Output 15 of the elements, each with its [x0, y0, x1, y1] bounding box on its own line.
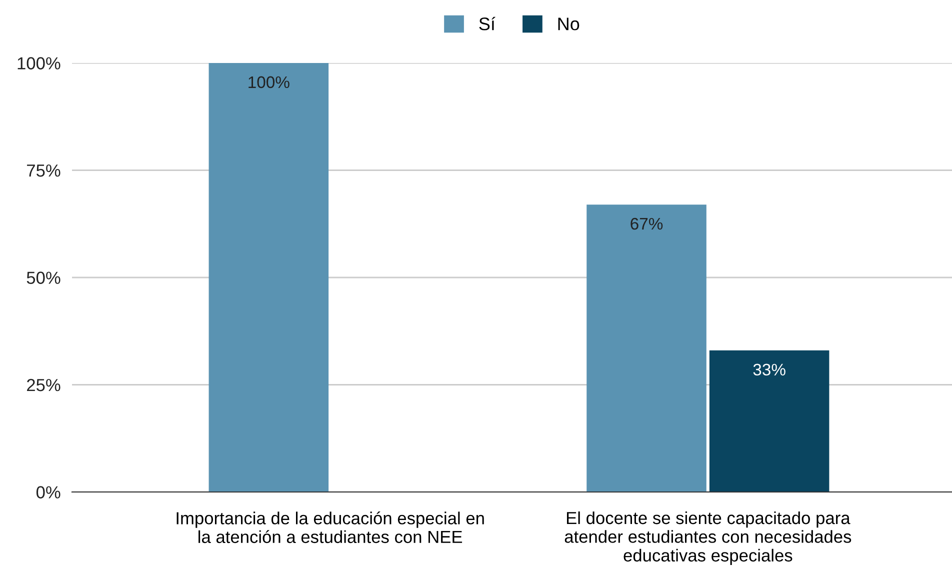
bar	[586, 204, 706, 492]
bar	[208, 63, 329, 492]
y-tick-label: 50%	[26, 272, 60, 284]
y-tick-label: 25%	[27, 378, 60, 392]
data-label: 67%	[630, 218, 663, 230]
y-tick-label: 0%	[36, 486, 60, 498]
legend-label: Sí	[479, 16, 496, 30]
legend-label: No	[558, 18, 580, 30]
data-label: 100%	[248, 76, 290, 88]
y-tick-label: 75%	[27, 164, 60, 177]
x-tick-label: El docente se siente capacitado para atender estudiantes con necesidades educativas especiales	[564, 511, 852, 566]
y-tick-label: 100%	[18, 57, 60, 70]
x-tick-label: Importancia de la educación especial en la atención a estudiantes con NEE	[176, 511, 484, 544]
bar	[709, 350, 830, 492]
data-label: 33%	[753, 364, 786, 376]
